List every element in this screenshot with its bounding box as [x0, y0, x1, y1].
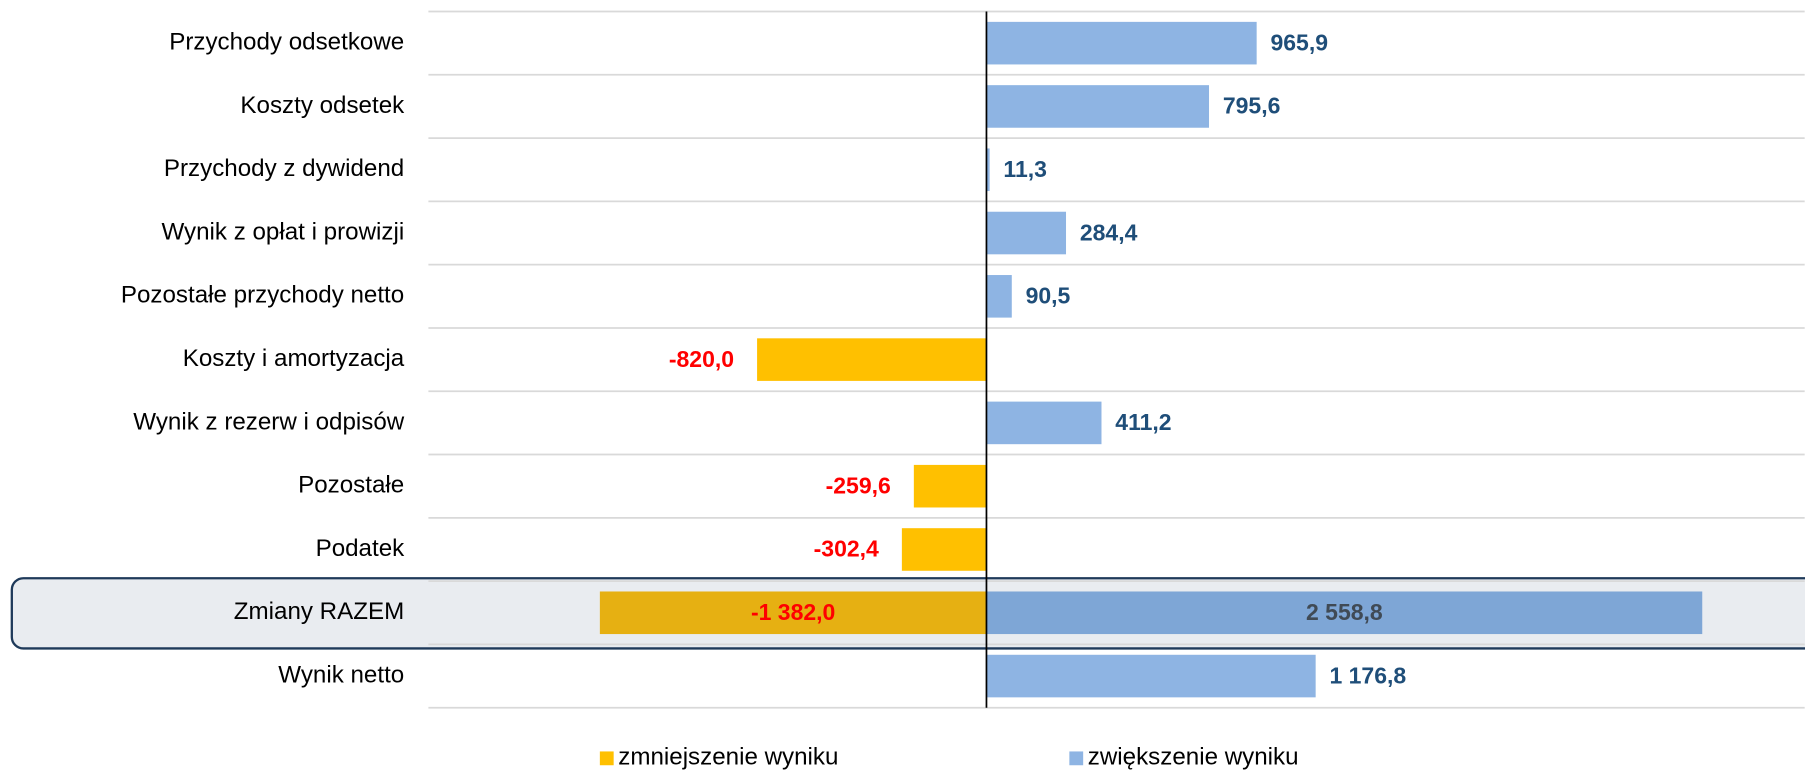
bar	[901, 528, 987, 571]
category-label: Wynik z rezerw i odpisów	[133, 408, 404, 435]
category-label: Zmiany RAZEM	[234, 598, 404, 625]
value-label: 965,9	[1270, 29, 1328, 55]
legend-swatch	[599, 751, 614, 766]
bar	[913, 464, 987, 508]
legend-label: zwiększenie wyniku	[1088, 744, 1299, 771]
category-label: Pozostałe	[298, 472, 404, 499]
value-label: 1 176,8	[1329, 662, 1406, 688]
bar	[757, 338, 987, 381]
bar	[986, 654, 1316, 698]
category-label: Przychody z dywidend	[164, 155, 404, 182]
bar	[986, 401, 1102, 445]
category-label: Koszty i amortyzacja	[183, 345, 405, 372]
bar	[986, 85, 1210, 128]
bar	[986, 591, 1703, 635]
value-label: 284,4	[1080, 219, 1138, 245]
category-label: Wynik netto	[278, 661, 404, 688]
value-label: -820,0	[669, 346, 734, 372]
category-label: Podatek	[316, 535, 406, 562]
category-label: Wynik z opłat i prowizji	[161, 218, 404, 245]
bar	[599, 591, 987, 635]
value-label: 11,3	[1003, 156, 1047, 182]
category-label: Pozostałe przychody netto	[121, 282, 404, 309]
legend-label: zmniejszenie wyniku	[618, 744, 838, 771]
value-label: 90,5	[1026, 283, 1071, 309]
bar	[986, 275, 1012, 318]
bar	[986, 148, 990, 192]
value-label: 795,6	[1223, 93, 1281, 119]
bar	[986, 21, 1257, 65]
category-label: Przychody odsetkowe	[169, 29, 404, 56]
value-label: -302,4	[814, 536, 879, 562]
bar	[986, 211, 1067, 255]
category-label: Koszty odsetek	[240, 92, 405, 119]
value-label: 2 558,8	[1306, 599, 1383, 625]
value-label: -259,6	[826, 472, 891, 498]
legend-swatch	[1069, 751, 1084, 766]
value-label: -1 382,0	[751, 599, 835, 625]
value-label: 411,2	[1115, 409, 1171, 435]
